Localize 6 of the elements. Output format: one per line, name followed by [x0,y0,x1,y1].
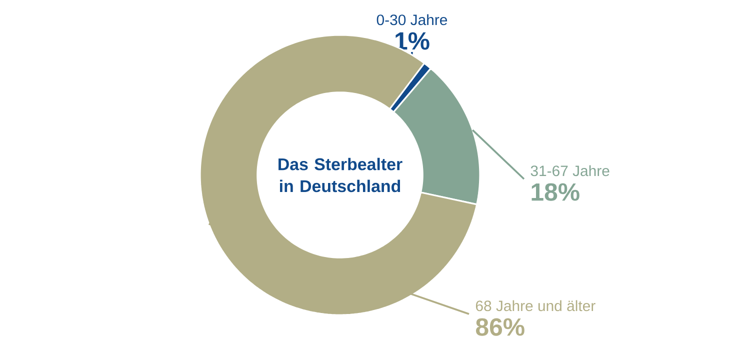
text: Das Sterbealter in Deutschland [278,158,402,192]
slice-label: 68 Jahre und älter [476,300,596,312]
slice-label: 31-67 Jahre [530,165,610,176]
data-label: 86% [476,318,524,336]
slice-label: 0-30 Jahre [376,14,448,26]
data-label: 18% [532,183,580,201]
